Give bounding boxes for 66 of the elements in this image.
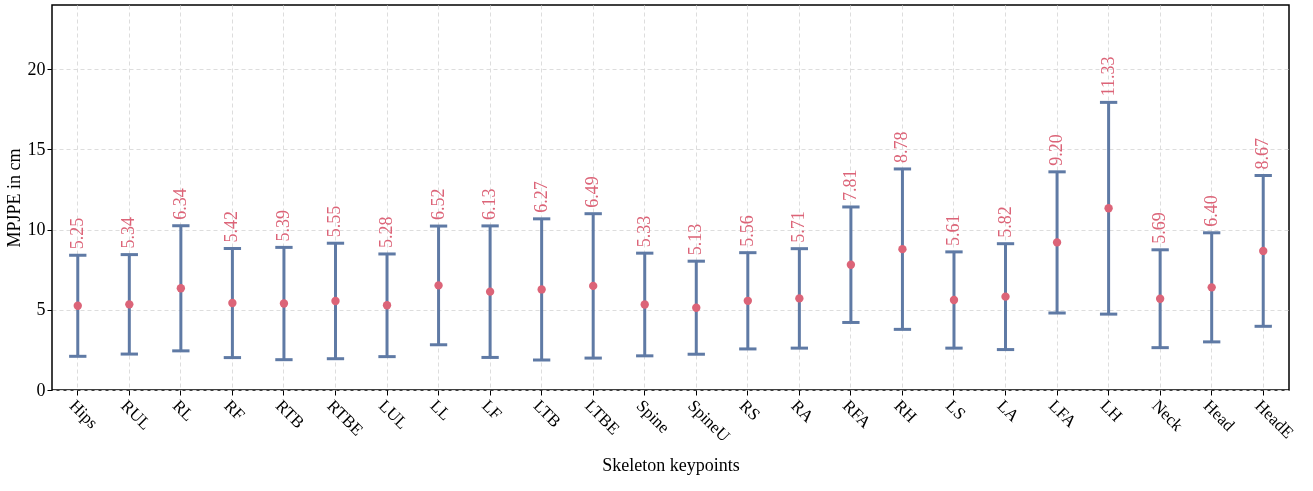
text: 5.55 (324, 205, 345, 238)
text: 6.52 (427, 188, 448, 221)
point (1155, 294, 1165, 303)
point (949, 295, 959, 305)
y-axis-title: MPJPE in cm (3, 148, 24, 248)
y-tick-label: 5 (36, 299, 46, 320)
point (485, 287, 495, 296)
point (692, 303, 701, 312)
point (1104, 204, 1113, 213)
y-tick-label: 10 (27, 219, 46, 240)
text: 5.25 (66, 217, 87, 250)
text: 6.13 (479, 188, 500, 220)
x-tick-label: RF (220, 396, 249, 425)
x-tick-label: LA (993, 396, 1024, 427)
point (176, 284, 186, 293)
x-tick-label: LS (941, 396, 970, 424)
x-tick-label: LTB (529, 396, 565, 432)
text: 5.34 (118, 217, 139, 249)
point (279, 299, 289, 308)
x-tick-label: RH (890, 396, 921, 427)
point (434, 281, 443, 290)
text: 6.34 (169, 188, 190, 220)
point (743, 296, 752, 305)
x-tick-label: LH (1096, 396, 1127, 426)
x-tick-label: RS (735, 396, 764, 425)
point (898, 244, 907, 254)
text: 5.33 (633, 215, 654, 248)
point (589, 281, 598, 291)
text: 5.39 (272, 209, 293, 242)
text: 6.27 (530, 181, 551, 213)
point (1001, 292, 1010, 301)
point (640, 300, 649, 309)
text: 5.82 (994, 206, 1015, 238)
x-axis-title: Skeleton keypoints (602, 454, 740, 475)
point (1052, 238, 1062, 247)
text: 5.71 (788, 211, 809, 243)
text: 9.20 (1046, 134, 1067, 166)
point (795, 294, 804, 303)
text: 8.78 (891, 131, 912, 163)
y-tick-label: 15 (27, 138, 46, 159)
point (846, 260, 856, 269)
x-tick-label: LL (426, 396, 455, 425)
x-tick-label: RL (168, 396, 198, 425)
y-tick-label: 0 (36, 379, 46, 400)
text: 5.69 (1149, 212, 1170, 244)
point (1259, 246, 1268, 256)
point (382, 301, 392, 310)
text: 6.40 (1200, 195, 1221, 227)
y-tick-label: 20 (27, 58, 46, 79)
text: 8.67 (1252, 138, 1273, 170)
point (73, 301, 82, 310)
x-tick-label: LF (478, 396, 506, 424)
text: 5.42 (221, 211, 242, 243)
text: 5.56 (736, 215, 757, 247)
text: 5.28 (376, 216, 397, 248)
text: 5.61 (942, 214, 963, 246)
point (537, 285, 546, 294)
text: 5.13 (685, 223, 706, 256)
point (1207, 283, 1216, 292)
text: 11.33 (1097, 56, 1118, 97)
text: 6.49 (582, 176, 603, 208)
point (125, 300, 134, 309)
point (228, 298, 237, 308)
point (331, 296, 340, 306)
text: 7.81 (839, 169, 860, 201)
x-tick-label: RA (787, 396, 818, 427)
